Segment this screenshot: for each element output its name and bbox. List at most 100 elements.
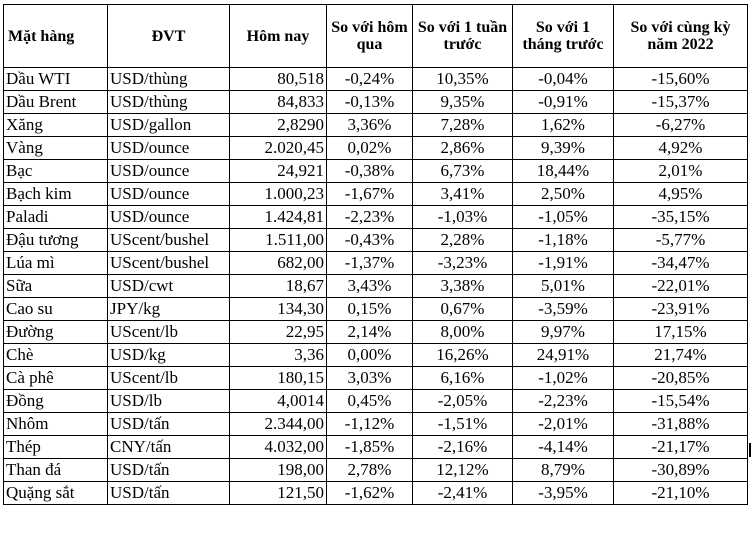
unit-cell: USD/ounce xyxy=(107,159,230,183)
change-vs-yesterday-cell: 3,36% xyxy=(326,113,413,137)
price-today-cell: 2.344,00 xyxy=(229,412,327,436)
change-vs-yesterday-cell: 0,00% xyxy=(326,343,413,367)
change-vs-yesterday-cell: 0,45% xyxy=(326,389,413,413)
change-vs-week-cell: 3,38% xyxy=(412,274,513,298)
unit-cell: USD/thùng xyxy=(107,67,230,91)
table-row: Bạc USD/ounce 24,921 -0,38% 6,73% 18,44% 2,01% xyxy=(3,159,748,183)
change-vs-same-period-cell: 4,92% xyxy=(613,136,748,160)
change-vs-same-period-cell: 2,01% xyxy=(613,159,748,183)
price-today-cell: 1.511,00 xyxy=(229,228,327,252)
change-vs-yesterday-cell: 2,78% xyxy=(326,458,413,482)
change-vs-same-period-cell: -21,10% xyxy=(613,481,748,505)
change-vs-yesterday-cell: 2,14% xyxy=(326,320,413,344)
table-row: Dầu WTI USD/thùng 80,518 -0,24% 10,35% -0,04%… xyxy=(3,67,748,91)
commodity-name-cell: Đồng xyxy=(3,389,108,413)
table-row: Nhôm USD/tấn 2.344,00 -1,12% -1,51% -2,01% -31… xyxy=(3,412,748,436)
commodity-name-cell: Đường xyxy=(3,320,108,344)
change-vs-week-cell: 16,26% xyxy=(412,343,513,367)
commodity-name-cell: Thép xyxy=(3,435,108,459)
change-vs-week-cell: 6,73% xyxy=(412,159,513,183)
commodity-name-cell: Xăng xyxy=(3,113,108,137)
change-vs-yesterday-cell: 0,15% xyxy=(326,297,413,321)
table-row: Vàng USD/ounce 2.020,45 0,02% 2,86% 9,39% 4,92… xyxy=(3,136,748,160)
change-vs-week-cell: 0,67% xyxy=(412,297,513,321)
price-today-cell: 180,15 xyxy=(229,366,327,390)
change-vs-same-period-cell: -20,85% xyxy=(613,366,748,390)
change-vs-month-cell: -1,18% xyxy=(512,228,614,252)
header-vs-yesterday: So với hôm qua xyxy=(326,4,413,68)
change-vs-week-cell: 6,16% xyxy=(412,366,513,390)
change-vs-yesterday-cell: 0,02% xyxy=(326,136,413,160)
price-today-cell: 2,8290 xyxy=(229,113,327,137)
header-vs-same-period-2022: So với cùng kỳ năm 2022 xyxy=(613,4,748,68)
table-row: Dầu Brent USD/thùng 84,833 -0,13% 9,35% -0,91… xyxy=(3,90,748,114)
change-vs-same-period-cell: 17,15% xyxy=(613,320,748,344)
change-vs-same-period-cell: -23,91% xyxy=(613,297,748,321)
change-vs-yesterday-cell: -1,12% xyxy=(326,412,413,436)
change-vs-month-cell: -2,01% xyxy=(512,412,614,436)
change-vs-same-period-cell: 4,95% xyxy=(613,182,748,206)
table-row: Đồng USD/lb 4,0014 0,45% -2,05% -2,23% -15,54% xyxy=(3,389,748,413)
price-today-cell: 2.020,45 xyxy=(229,136,327,160)
change-vs-same-period-cell: -15,37% xyxy=(613,90,748,114)
change-vs-yesterday-cell: -0,24% xyxy=(326,67,413,91)
change-vs-week-cell: 3,41% xyxy=(412,182,513,206)
commodity-name-cell: Dầu Brent xyxy=(3,90,108,114)
change-vs-same-period-cell: -22,01% xyxy=(613,274,748,298)
price-today-cell: 121,50 xyxy=(229,481,327,505)
price-today-cell: 22,95 xyxy=(229,320,327,344)
change-vs-week-cell: 2,28% xyxy=(412,228,513,252)
change-vs-month-cell: 18,44% xyxy=(512,159,614,183)
table-row: Paladi USD/ounce 1.424,81 -2,23% -1,03% -1,05… xyxy=(3,205,748,229)
table-body: Dầu WTI USD/thùng 80,518 -0,24% 10,35% -0,04%… xyxy=(3,67,748,505)
unit-cell: USD/tấn xyxy=(107,481,230,505)
change-vs-same-period-cell: 21,74% xyxy=(613,343,748,367)
change-vs-same-period-cell: -21,17% xyxy=(613,435,748,459)
edge-mark xyxy=(749,443,751,457)
change-vs-yesterday-cell: -0,38% xyxy=(326,159,413,183)
unit-cell: CNY/tấn xyxy=(107,435,230,459)
table-row: Cao su JPY/kg 134,30 0,15% 0,67% -3,59% -23,91… xyxy=(3,297,748,321)
change-vs-same-period-cell: -35,15% xyxy=(613,205,748,229)
change-vs-month-cell: -3,95% xyxy=(512,481,614,505)
change-vs-yesterday-cell: -1,85% xyxy=(326,435,413,459)
commodity-name-cell: Quặng sắt xyxy=(3,481,108,505)
commodity-name-cell: Sữa xyxy=(3,274,108,298)
table-row: Cà phê UScent/lb 180,15 3,03% 6,16% -1,02% -20… xyxy=(3,366,748,390)
unit-cell: UScent/lb xyxy=(107,320,230,344)
price-today-cell: 1.424,81 xyxy=(229,205,327,229)
unit-cell: UScent/bushel xyxy=(107,251,230,275)
change-vs-yesterday-cell: 3,43% xyxy=(326,274,413,298)
commodity-name-cell: Cao su xyxy=(3,297,108,321)
commodity-name-cell: Vàng xyxy=(3,136,108,160)
change-vs-week-cell: 2,86% xyxy=(412,136,513,160)
change-vs-month-cell: -4,14% xyxy=(512,435,614,459)
change-vs-month-cell: 2,50% xyxy=(512,182,614,206)
change-vs-week-cell: -2,05% xyxy=(412,389,513,413)
table-row: Bạch kim USD/ounce 1.000,23 -1,67% 3,41% 2,50… xyxy=(3,182,748,206)
header-vs-month: So với 1 tháng trước xyxy=(512,4,614,68)
change-vs-yesterday-cell: -0,13% xyxy=(326,90,413,114)
commodity-name-cell: Nhôm xyxy=(3,412,108,436)
change-vs-same-period-cell: -6,27% xyxy=(613,113,748,137)
table-row: Thép CNY/tấn 4.032,00 -1,85% -2,16% -4,14% -21… xyxy=(3,435,748,459)
price-today-cell: 80,518 xyxy=(229,67,327,91)
unit-cell: USD/ounce xyxy=(107,205,230,229)
change-vs-month-cell: 9,39% xyxy=(512,136,614,160)
change-vs-same-period-cell: -34,47% xyxy=(613,251,748,275)
change-vs-same-period-cell: -5,77% xyxy=(613,228,748,252)
commodity-price-table: Mặt hàng ĐVT Hôm nay So với hôm qua So v… xyxy=(3,4,748,505)
change-vs-month-cell: -3,59% xyxy=(512,297,614,321)
change-vs-month-cell: 24,91% xyxy=(512,343,614,367)
price-today-cell: 4,0014 xyxy=(229,389,327,413)
price-today-cell: 24,921 xyxy=(229,159,327,183)
change-vs-month-cell: -0,04% xyxy=(512,67,614,91)
change-vs-month-cell: 8,79% xyxy=(512,458,614,482)
commodity-name-cell: Đậu tương xyxy=(3,228,108,252)
change-vs-yesterday-cell: -1,37% xyxy=(326,251,413,275)
change-vs-yesterday-cell: -1,67% xyxy=(326,182,413,206)
table-row: Đường UScent/lb 22,95 2,14% 8,00% 9,97% 17,15% xyxy=(3,320,748,344)
change-vs-week-cell: 7,28% xyxy=(412,113,513,137)
change-vs-same-period-cell: -15,54% xyxy=(613,389,748,413)
